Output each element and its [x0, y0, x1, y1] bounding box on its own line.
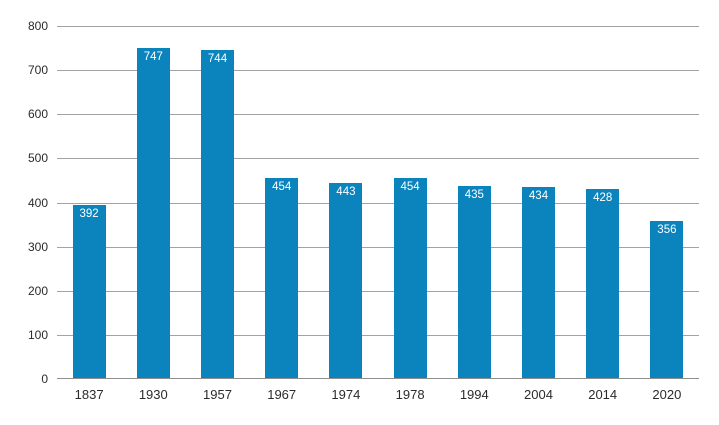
x-axis-tick-label: 1974 — [331, 387, 361, 402]
bar-value-label: 435 — [464, 189, 484, 202]
y-axis-tick-label: 300 — [27, 239, 48, 254]
x-axis-tick-label: 2004 — [524, 387, 553, 402]
gridline — [57, 334, 699, 336]
x-axis-tick-label: 1994 — [459, 387, 489, 402]
gridline — [57, 246, 699, 248]
y-axis-tick-label: 400 — [27, 195, 48, 210]
bar-value-label: 392 — [79, 208, 99, 221]
y-axis-tick-label: 200 — [27, 283, 48, 298]
bar-2014: 428 — [586, 189, 620, 378]
bar-value-label: 356 — [657, 223, 677, 236]
bar-1957: 744 — [201, 49, 234, 378]
x-axis-tick-label: 1957 — [203, 387, 232, 402]
x-axis-tick-label: 1967 — [267, 387, 297, 402]
gridline — [57, 290, 699, 292]
x-axis-tick-label: 1837 — [74, 387, 104, 402]
bar-value-label: 434 — [528, 189, 549, 202]
x-axis-tick-label: 1930 — [138, 387, 168, 402]
bar-value-label: 454 — [272, 180, 292, 193]
bar-value-label: 428 — [593, 192, 613, 205]
gridline — [57, 202, 699, 204]
x-axis-tick-label: 2014 — [588, 387, 618, 402]
bar-value-label: 454 — [400, 180, 420, 193]
plot-area: 392 747 744 454 443 454 435 434 428 356 — [57, 26, 699, 379]
gridline — [57, 70, 699, 72]
y-axis-tick-label: 600 — [27, 107, 48, 122]
bar-value-label: 747 — [143, 51, 163, 64]
y-axis-tick-label: 0 — [41, 372, 48, 386]
bar-1967: 454 — [265, 177, 299, 378]
y-axis-tick-label: 500 — [27, 151, 48, 166]
y-axis-tick-label: 800 — [27, 19, 48, 33]
gridline — [57, 158, 699, 160]
bar-1994: 435 — [457, 186, 491, 378]
bar-value-label: 443 — [336, 185, 356, 198]
bar-1837: 392 — [72, 205, 106, 378]
y-axis-tick-label: 100 — [27, 327, 48, 342]
x-axis-tick-label: 1978 — [395, 387, 425, 402]
bar-1930: 747 — [136, 48, 170, 378]
gridline — [57, 114, 699, 116]
y-axis-tick-label: 700 — [27, 63, 48, 78]
bar-2020: 356 — [650, 220, 684, 378]
bar-2004: 434 — [522, 186, 555, 378]
gridline — [57, 26, 699, 27]
bar-1978: 454 — [393, 177, 427, 378]
bar-value-label: 744 — [207, 52, 228, 65]
bar-1974: 443 — [329, 182, 363, 378]
x-axis-tick-label: 2020 — [652, 387, 682, 402]
